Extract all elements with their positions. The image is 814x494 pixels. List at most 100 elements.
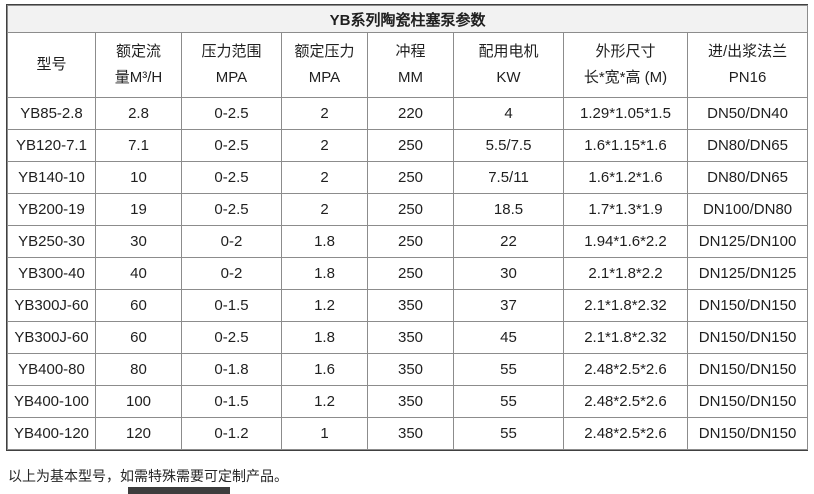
- table-cell: YB85-2.8: [7, 97, 96, 130]
- table-cell: 0-1.2: [181, 417, 282, 450]
- column-header-line: 压力范围: [201, 43, 262, 60]
- table-cell: 4: [453, 97, 564, 130]
- table-cell: 0-2.5: [181, 193, 282, 226]
- column-header-line: MM: [398, 69, 423, 86]
- table-cell: YB400-80: [7, 353, 96, 386]
- table-row: YB140-10 10 0-2.5 2 250 7.5/11 1.6*1.2*1.6 DN80…: [7, 161, 809, 194]
- table-cell: 250: [367, 193, 454, 226]
- table-cell: 1.8: [281, 257, 368, 290]
- table-cell: 0-1.8: [181, 353, 282, 386]
- table-cell: 350: [367, 289, 454, 322]
- table-row: YB200-19 19 0-2.5 2 250 18.5 1.7*1.3*1.9 DN100/…: [7, 193, 809, 226]
- table-cell: 2: [281, 161, 368, 194]
- table-row: YB120-7.1 7.1 0-2.5 2 250 5.5/7.5 1.6*1.15*1.6…: [7, 129, 809, 162]
- table-cell: 40: [95, 257, 182, 290]
- table-cell: 0-2.5: [181, 129, 282, 162]
- table-cell: 350: [367, 417, 454, 450]
- table-cell: 2: [281, 97, 368, 130]
- column-header-line: 型号: [36, 56, 67, 73]
- table-cell: 2.1*1.8*2.32: [563, 289, 688, 322]
- table-cell: 250: [367, 161, 454, 194]
- table-cell: 0-1.5: [181, 289, 282, 322]
- table-cell: DN80/DN65: [686, 161, 809, 194]
- table-cell: YB400-100: [7, 385, 96, 418]
- column-header-rated-pressure: 额定压力 MPA: [281, 32, 368, 98]
- table-cell: 18.5: [453, 193, 564, 226]
- column-header-flange: 进/出浆法兰 PN16: [686, 32, 809, 98]
- column-header-line: 长*宽*高 (M): [583, 69, 668, 86]
- column-header-stroke: 冲程 MM: [367, 32, 454, 98]
- table-cell: 1.6*1.15*1.6: [563, 129, 688, 162]
- table-cell: DN50/DN40: [686, 97, 809, 130]
- table-cell: YB300-40: [7, 257, 96, 290]
- table-cell: 250: [367, 257, 454, 290]
- table-cell: 2.48*2.5*2.6: [563, 417, 688, 450]
- table-cell: YB300J-60: [7, 321, 96, 354]
- table-cell: 250: [367, 129, 454, 162]
- table-cell: 60: [95, 321, 182, 354]
- table-cell: 7.5/11: [453, 161, 564, 194]
- table-row: YB400-80 80 0-1.8 1.6 350 55 2.48*2.5*2.6 DN150…: [7, 353, 809, 386]
- table-cell: 45: [453, 321, 564, 354]
- table-cell: 60: [95, 289, 182, 322]
- table-cell: 350: [367, 353, 454, 386]
- table-cell: YB250-30: [7, 225, 96, 258]
- cropped-dark-bar: [128, 487, 230, 494]
- table-cell: 10: [95, 161, 182, 194]
- header-row: 型号 额定流 量M³/H 压力范围 MPA 额定压力 MPA 冲程 MM 配用电机 KW 外形尺寸 长*…: [7, 32, 809, 98]
- table-cell: 1.7*1.3*1.9: [563, 193, 688, 226]
- footer-note: 以上为基本型号，如需特殊需要可定制产品。: [8, 468, 288, 484]
- column-header-dimensions: 外形尺寸长*宽*高 (M): [563, 32, 688, 98]
- pump-table-container: YB系列陶瓷柱塞泵参数 型号 额定流 量M³/H 压力范围 MPA 额定压力 MPA 冲程 MM…: [6, 4, 809, 451]
- column-header-motor-power: 配用电机 KW: [453, 32, 564, 98]
- column-header-rated-flow: 额定流 量M³/H: [95, 32, 182, 98]
- table-cell: 2.48*2.5*2.6: [563, 385, 688, 418]
- column-header-line: 外形尺寸: [595, 43, 656, 60]
- column-header-line: 进/出浆法兰: [707, 43, 788, 60]
- column-header-line: MPA: [215, 69, 248, 86]
- column-header-pressure-range: 压力范围 MPA: [181, 32, 282, 98]
- table-cell: 0-2.5: [181, 321, 282, 354]
- table-cell: 100: [95, 385, 182, 418]
- table-cell: 1.29*1.05*1.5: [563, 97, 688, 130]
- table-cell: 37: [453, 289, 564, 322]
- table-cell: 80: [95, 353, 182, 386]
- column-header-line: PN16: [728, 69, 767, 86]
- table-cell: 1.6*1.2*1.6: [563, 161, 688, 194]
- table-row: YB400-100 100 0-1.5 1.2 350 55 2.48*2.5*2.6 DN1…: [7, 385, 809, 418]
- table-body: YB85-2.8 2.8 0-2.5 2 220 4 1.29*1.05*1.5 DN50/D…: [7, 97, 809, 450]
- table-cell: YB120-7.1: [7, 129, 96, 162]
- table-cell: 2: [281, 193, 368, 226]
- table-cell: YB200-19: [7, 193, 96, 226]
- table-cell: YB400-120: [7, 417, 96, 450]
- table-cell: 1.2: [281, 289, 368, 322]
- table-cell: 55: [453, 417, 564, 450]
- table-cell: DN125/DN100: [686, 225, 809, 258]
- table-cell: 220: [367, 97, 454, 130]
- column-header-line: 额定压力: [294, 43, 355, 60]
- table-cell: DN80/DN65: [686, 129, 809, 162]
- table-cell: 1.8: [281, 321, 368, 354]
- table-cell: DN150/DN150: [686, 385, 809, 418]
- column-header-line: 量M³/H: [114, 69, 163, 86]
- table-cell: 2.1*1.8*2.32: [563, 321, 688, 354]
- table-cell: 1: [281, 417, 368, 450]
- column-header-line: MPA: [308, 69, 341, 86]
- table-cell: 7.1: [95, 129, 182, 162]
- table-cell: DN150/DN150: [686, 289, 809, 322]
- table-cell: YB140-10: [7, 161, 96, 194]
- table-cell: 0-2.5: [181, 97, 282, 130]
- table-row: YB250-30 30 0-2 1.8 250 22 1.94*1.6*2.2 DN125/D…: [7, 225, 809, 258]
- table-head: YB系列陶瓷柱塞泵参数 型号 额定流 量M³/H 压力范围 MPA 额定压力 MPA 冲程 MM…: [6, 5, 809, 98]
- table-cell: 0-1.5: [181, 385, 282, 418]
- column-header-line: KW: [496, 69, 521, 86]
- table-cell: 30: [95, 225, 182, 258]
- table-cell: 2.8: [95, 97, 182, 130]
- table-row: YB300-40 40 0-2 1.8 250 30 2.1*1.8*2.2 DN125/DN…: [7, 257, 809, 290]
- title-row: YB系列陶瓷柱塞泵参数: [6, 5, 809, 33]
- column-header-model: 型号: [7, 32, 96, 98]
- table-cell: 22: [453, 225, 564, 258]
- table-cell: DN100/DN80: [686, 193, 809, 226]
- table-row: YB300J-60 60 0-1.5 1.2 350 37 2.1*1.8*2.32 DN15…: [7, 289, 809, 322]
